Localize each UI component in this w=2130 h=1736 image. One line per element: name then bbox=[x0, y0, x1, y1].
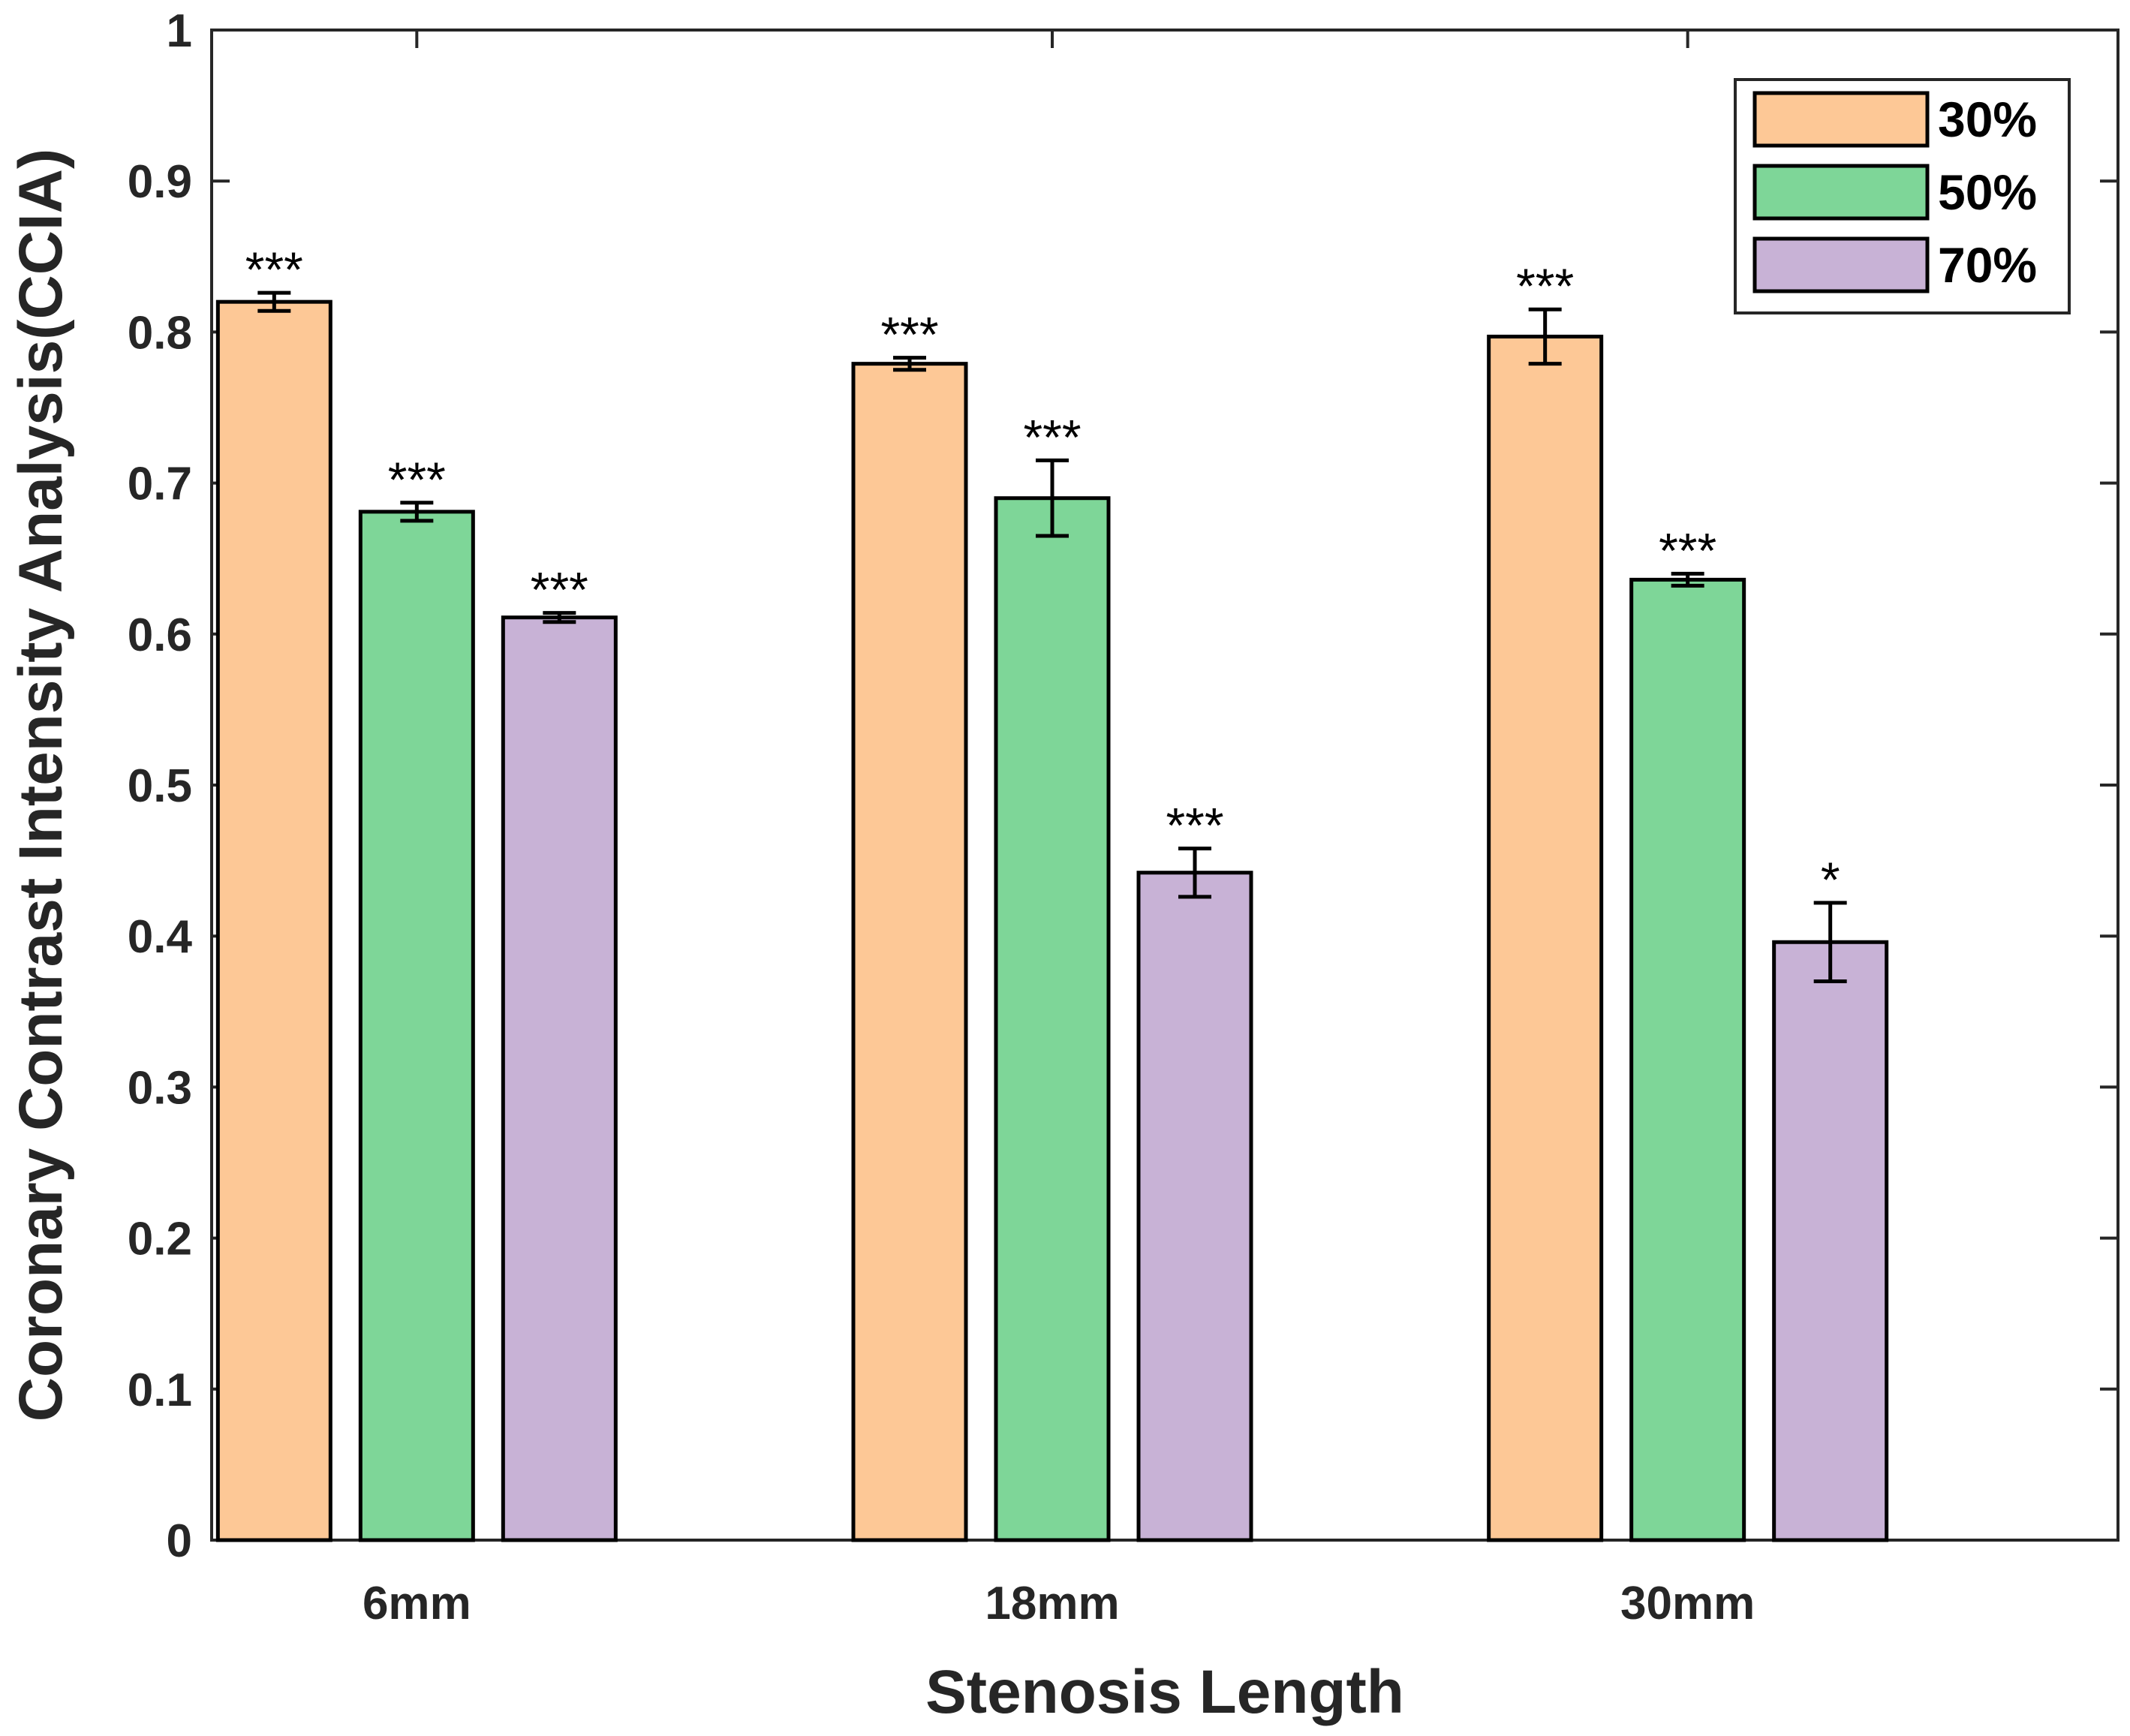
bar-50pct-6mm bbox=[358, 510, 475, 1542]
x-tick-label: 6mm bbox=[363, 1578, 471, 1629]
legend: 30% 50% 70% bbox=[1734, 78, 2071, 314]
bar-50pct-30mm bbox=[1629, 577, 1746, 1542]
bar-50pct-18mm bbox=[994, 496, 1111, 1542]
bar-30pct-18mm bbox=[851, 362, 968, 1542]
bars bbox=[215, 299, 1889, 1542]
legend-swatch-30pct bbox=[1752, 91, 1930, 148]
axis-ticks: 0 0.1 0.2 0.3 0.4 0.5 0.6 0.7 0.8 0.9 1 6mm 18mm 30mm bbox=[128, 5, 2118, 1629]
error-bars bbox=[257, 290, 1847, 984]
significance-markers: ************************* bbox=[245, 242, 1840, 907]
significance-label: * bbox=[1821, 852, 1840, 907]
y-tick-label: 0.9 bbox=[128, 156, 192, 208]
bar-70pct-18mm bbox=[1136, 871, 1253, 1542]
significance-label: *** bbox=[245, 242, 303, 297]
significance-label: *** bbox=[1659, 522, 1716, 578]
y-tick-label: 0.1 bbox=[128, 1364, 192, 1416]
y-tick-label: 0.4 bbox=[128, 911, 193, 963]
y-tick-label: 1 bbox=[167, 5, 192, 57]
significance-label: *** bbox=[1023, 409, 1081, 465]
legend-label-30pct: 30% bbox=[1938, 92, 2037, 147]
bar-30pct-6mm bbox=[215, 299, 332, 1542]
y-tick-label: 0.8 bbox=[128, 307, 192, 359]
significance-label: *** bbox=[880, 307, 938, 363]
bar-70pct-6mm bbox=[501, 615, 618, 1542]
y-tick-label: 0.7 bbox=[128, 459, 192, 510]
significance-label: *** bbox=[1166, 798, 1223, 853]
legend-swatch-50pct bbox=[1752, 164, 1930, 221]
legend-label-50pct: 50% bbox=[1938, 164, 2037, 220]
significance-label: *** bbox=[1516, 258, 1574, 314]
bar-70pct-30mm bbox=[1772, 940, 1889, 1542]
bar-30pct-30mm bbox=[1487, 334, 1604, 1542]
x-tick-label: 18mm bbox=[985, 1578, 1119, 1629]
legend-swatch-70pct bbox=[1752, 236, 1930, 293]
x-axis-title: Stenosis Length bbox=[925, 1658, 1404, 1726]
y-axis-title: Coronary Contrast Intensity Analysis(CCI… bbox=[7, 149, 75, 1422]
legend-label-70pct: 70% bbox=[1938, 237, 2037, 293]
x-tick-label: 30mm bbox=[1620, 1578, 1755, 1629]
y-tick-label: 0.3 bbox=[128, 1062, 192, 1114]
significance-label: *** bbox=[388, 452, 446, 507]
y-tick-label: 0.5 bbox=[128, 760, 192, 812]
significance-label: *** bbox=[531, 562, 588, 618]
y-tick-label: 0.2 bbox=[128, 1214, 192, 1265]
y-tick-label: 0 bbox=[167, 1515, 192, 1567]
y-tick-label: 0.6 bbox=[128, 609, 192, 661]
